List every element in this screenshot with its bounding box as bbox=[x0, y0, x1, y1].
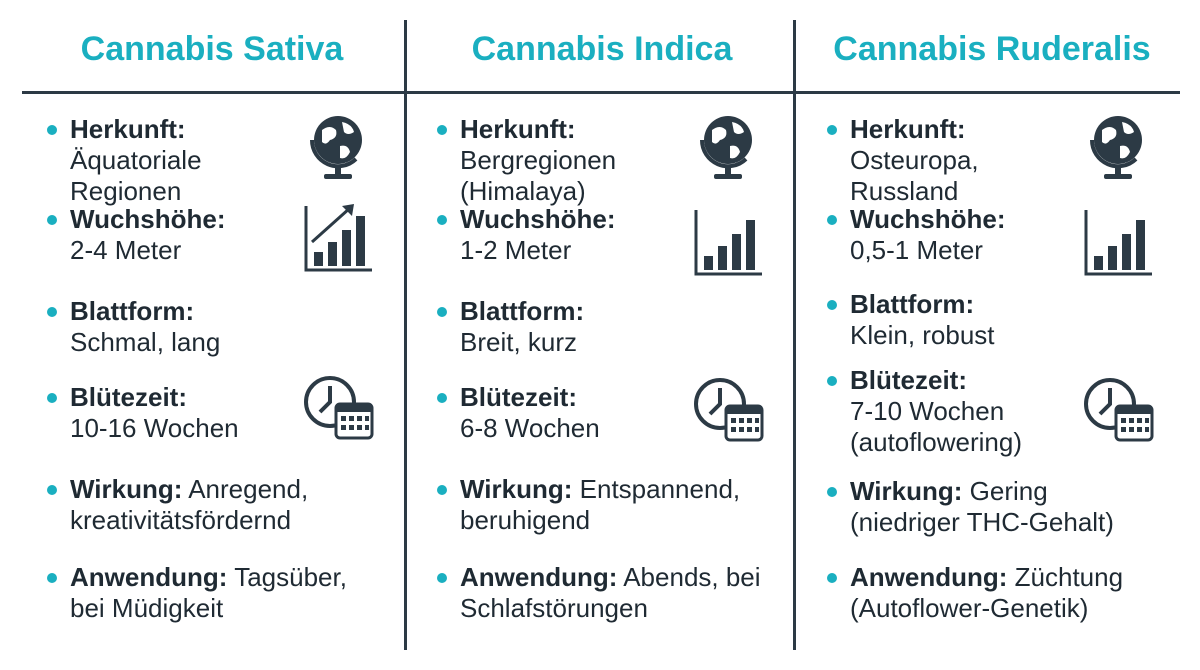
bullet bbox=[827, 376, 837, 386]
divider bbox=[793, 20, 796, 650]
icon bbox=[300, 370, 376, 446]
item-text: Gering (niedriger THC-Gehalt) bbox=[850, 476, 1114, 537]
item-label: Blattform: bbox=[460, 296, 585, 326]
bullet bbox=[437, 125, 447, 135]
item: Blütezeit: 7-10 Wochen (autoflowering) bbox=[850, 365, 1080, 458]
icon bbox=[300, 108, 376, 184]
item-label: Herkunft: bbox=[70, 114, 186, 144]
item: Wuchshöhe: 1-2 Meter bbox=[460, 204, 690, 266]
item-text: Anregend, kreativitätsfördernd bbox=[70, 474, 309, 535]
bullet bbox=[47, 573, 57, 583]
item-text: 0,5-1 Meter bbox=[850, 235, 983, 265]
item-label: Blütezeit: bbox=[460, 382, 577, 412]
item-text: Tagsüber, bei Müdigkeit bbox=[70, 562, 347, 623]
item-label: Blattform: bbox=[70, 296, 195, 326]
bullet bbox=[827, 300, 837, 310]
item-label: Anwendung: bbox=[70, 562, 228, 592]
item-text: Abends, bei Schlafstörungen bbox=[460, 562, 761, 623]
item-label: Herkunft: bbox=[460, 114, 576, 144]
item-text: Äquatoriale Regionen bbox=[70, 145, 202, 206]
item: Anwendung: Züchtung (Autoflower-Genetik) bbox=[850, 562, 1160, 624]
bullet bbox=[47, 215, 57, 225]
item-label: Blütezeit: bbox=[850, 365, 967, 395]
icon bbox=[1080, 204, 1156, 280]
bullet bbox=[437, 573, 447, 583]
item: Blattform: Klein, robust bbox=[850, 289, 1080, 351]
item-label: Wuchshöhe: bbox=[850, 204, 1006, 234]
icon bbox=[690, 204, 766, 280]
bullet bbox=[437, 215, 447, 225]
column-title: Cannabis Ruderalis bbox=[833, 30, 1151, 68]
item: Herkunft: Äquatoriale Regionen bbox=[70, 114, 300, 207]
item-text: 7-10 Wochen (autoflowering) bbox=[850, 396, 1022, 457]
bullet bbox=[47, 393, 57, 403]
item: Anwendung: Tagsüber, bei Müdigkeit bbox=[70, 562, 380, 624]
bullet bbox=[47, 485, 57, 495]
item: Wuchshöhe: 2-4 Meter bbox=[70, 204, 300, 266]
item: Wirkung: Entspannend, beruhigend bbox=[460, 474, 770, 536]
item-text: Entspannend, beruhigend bbox=[460, 474, 741, 535]
bullet bbox=[827, 487, 837, 497]
bullet bbox=[827, 573, 837, 583]
item-label: Herkunft: bbox=[850, 114, 966, 144]
item-label: Blütezeit: bbox=[70, 382, 187, 412]
item: Anwendung: Abends, bei Schlafstörungen bbox=[460, 562, 770, 624]
icon bbox=[690, 108, 766, 184]
item-text: 1-2 Meter bbox=[460, 235, 572, 265]
item-label: Blattform: bbox=[850, 289, 975, 319]
divider bbox=[22, 91, 1180, 94]
item-label: Wirkung: bbox=[850, 476, 963, 506]
divider bbox=[404, 20, 407, 650]
bullet bbox=[437, 393, 447, 403]
column-title: Cannabis Indica bbox=[471, 30, 733, 68]
item-label: Wuchshöhe: bbox=[460, 204, 616, 234]
item-text: Breit, kurz bbox=[460, 327, 578, 357]
item: Wuchshöhe: 0,5-1 Meter bbox=[850, 204, 1080, 266]
bullet bbox=[47, 307, 57, 317]
item-text: Züchtung (Autoflower-Genetik) bbox=[850, 562, 1124, 623]
item: Blattform: Schmal, lang bbox=[70, 296, 300, 358]
column-title: Cannabis Sativa bbox=[80, 30, 344, 68]
item: Blattform: Breit, kurz bbox=[460, 296, 690, 358]
icon bbox=[1080, 108, 1156, 184]
item-label: Anwendung: bbox=[460, 562, 618, 592]
item-label: Wirkung: bbox=[460, 474, 573, 504]
item-label: Wuchshöhe: bbox=[70, 204, 226, 234]
item-text: 6-8 Wochen bbox=[460, 413, 600, 443]
item-text: Klein, robust bbox=[850, 320, 995, 350]
icon bbox=[300, 200, 376, 276]
item-text: Bergregionen (Himalaya) bbox=[460, 145, 617, 206]
item-text: Osteuropa, Russland bbox=[850, 145, 979, 206]
item-text: 2-4 Meter bbox=[70, 235, 182, 265]
bullet bbox=[827, 125, 837, 135]
item: Herkunft: Bergregionen (Himalaya) bbox=[460, 114, 690, 207]
item-label: Wirkung: bbox=[70, 474, 183, 504]
bullet bbox=[47, 125, 57, 135]
item-label: Anwendung: bbox=[850, 562, 1008, 592]
item: Wirkung: Anregend, kreativitätsfördernd bbox=[70, 474, 380, 536]
bullet bbox=[437, 307, 447, 317]
bullet bbox=[437, 485, 447, 495]
item: Wirkung: Gering (niedriger THC-Gehalt) bbox=[850, 476, 1160, 538]
item: Blütezeit: 10-16 Wochen bbox=[70, 382, 300, 444]
bullet bbox=[827, 215, 837, 225]
icon bbox=[690, 372, 766, 448]
item-text: Schmal, lang bbox=[70, 327, 221, 357]
item-text: 10-16 Wochen bbox=[70, 413, 239, 443]
icon bbox=[1080, 372, 1156, 448]
item: Herkunft: Osteuropa, Russland bbox=[850, 114, 1080, 207]
item: Blütezeit: 6-8 Wochen bbox=[460, 382, 690, 444]
